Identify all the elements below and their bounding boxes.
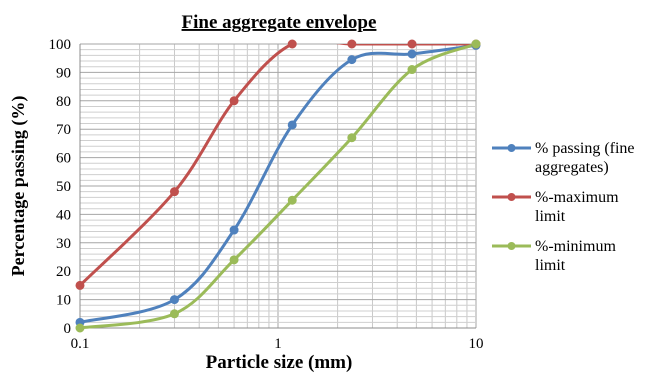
chart-title: Fine aggregate envelope [182, 12, 377, 33]
data-point [75, 280, 85, 290]
data-point [407, 39, 417, 49]
legend-item-0: % passing (fine aggregates) [492, 140, 635, 176]
axes [79, 44, 476, 329]
data-point [229, 255, 239, 265]
legend-item-2: %-minimum limit [492, 238, 616, 274]
data-point [169, 309, 179, 319]
y-tick-label: 40 [56, 207, 71, 223]
y-tick-label: 80 [56, 94, 71, 110]
y-tick-labels: 0 10 20 30 40 50 60 70 80 90 100 [49, 37, 72, 337]
y-tick-label: 10 [56, 293, 71, 309]
y-tick-label: 0 [64, 321, 72, 337]
data-point [407, 49, 417, 59]
series-line-1 [80, 44, 476, 287]
data-point [169, 187, 179, 197]
data-point [347, 133, 357, 143]
data-point [287, 39, 297, 49]
y-tick-label: 30 [56, 236, 71, 252]
x-tick-label: 1 [274, 336, 282, 352]
y-tick-label: 70 [56, 122, 71, 138]
legend-label: %-minimum limit [535, 238, 616, 274]
y-tick-label: 20 [56, 264, 71, 280]
legend: % passing (fine aggregates) %-maximum limit… [492, 140, 635, 274]
data-point [471, 39, 481, 49]
legend-label: % passing (fine aggregates) [535, 140, 635, 176]
x-tick-label: 10 [469, 336, 484, 352]
data-point [287, 120, 297, 130]
data-point [169, 295, 179, 305]
data-point [347, 39, 357, 49]
x-axis-label: Particle size (mm) [206, 352, 353, 373]
grid [79, 43, 477, 329]
data-point [347, 55, 357, 65]
data-point [229, 225, 239, 235]
legend-item-1: %-maximum limit [492, 189, 619, 225]
y-tick-label: 60 [56, 151, 71, 167]
data-point [407, 65, 417, 75]
markers [75, 39, 481, 333]
legend-swatch-marker [507, 242, 516, 250]
y-tick-label: 100 [49, 37, 72, 53]
legend-label: %-maximum limit [535, 189, 619, 225]
data-point [287, 195, 297, 205]
y-tick-label: 50 [56, 179, 71, 195]
data-point [229, 96, 239, 106]
legend-swatch-marker [507, 193, 516, 201]
data-point [75, 323, 85, 333]
legend-swatch-marker [507, 144, 516, 152]
x-tick-labels: 0.1 1 10 [71, 336, 484, 352]
x-tick-label: 0.1 [71, 336, 90, 352]
y-tick-label: 90 [56, 65, 71, 81]
y-axis-label: Percentage passing (%) [8, 96, 29, 277]
